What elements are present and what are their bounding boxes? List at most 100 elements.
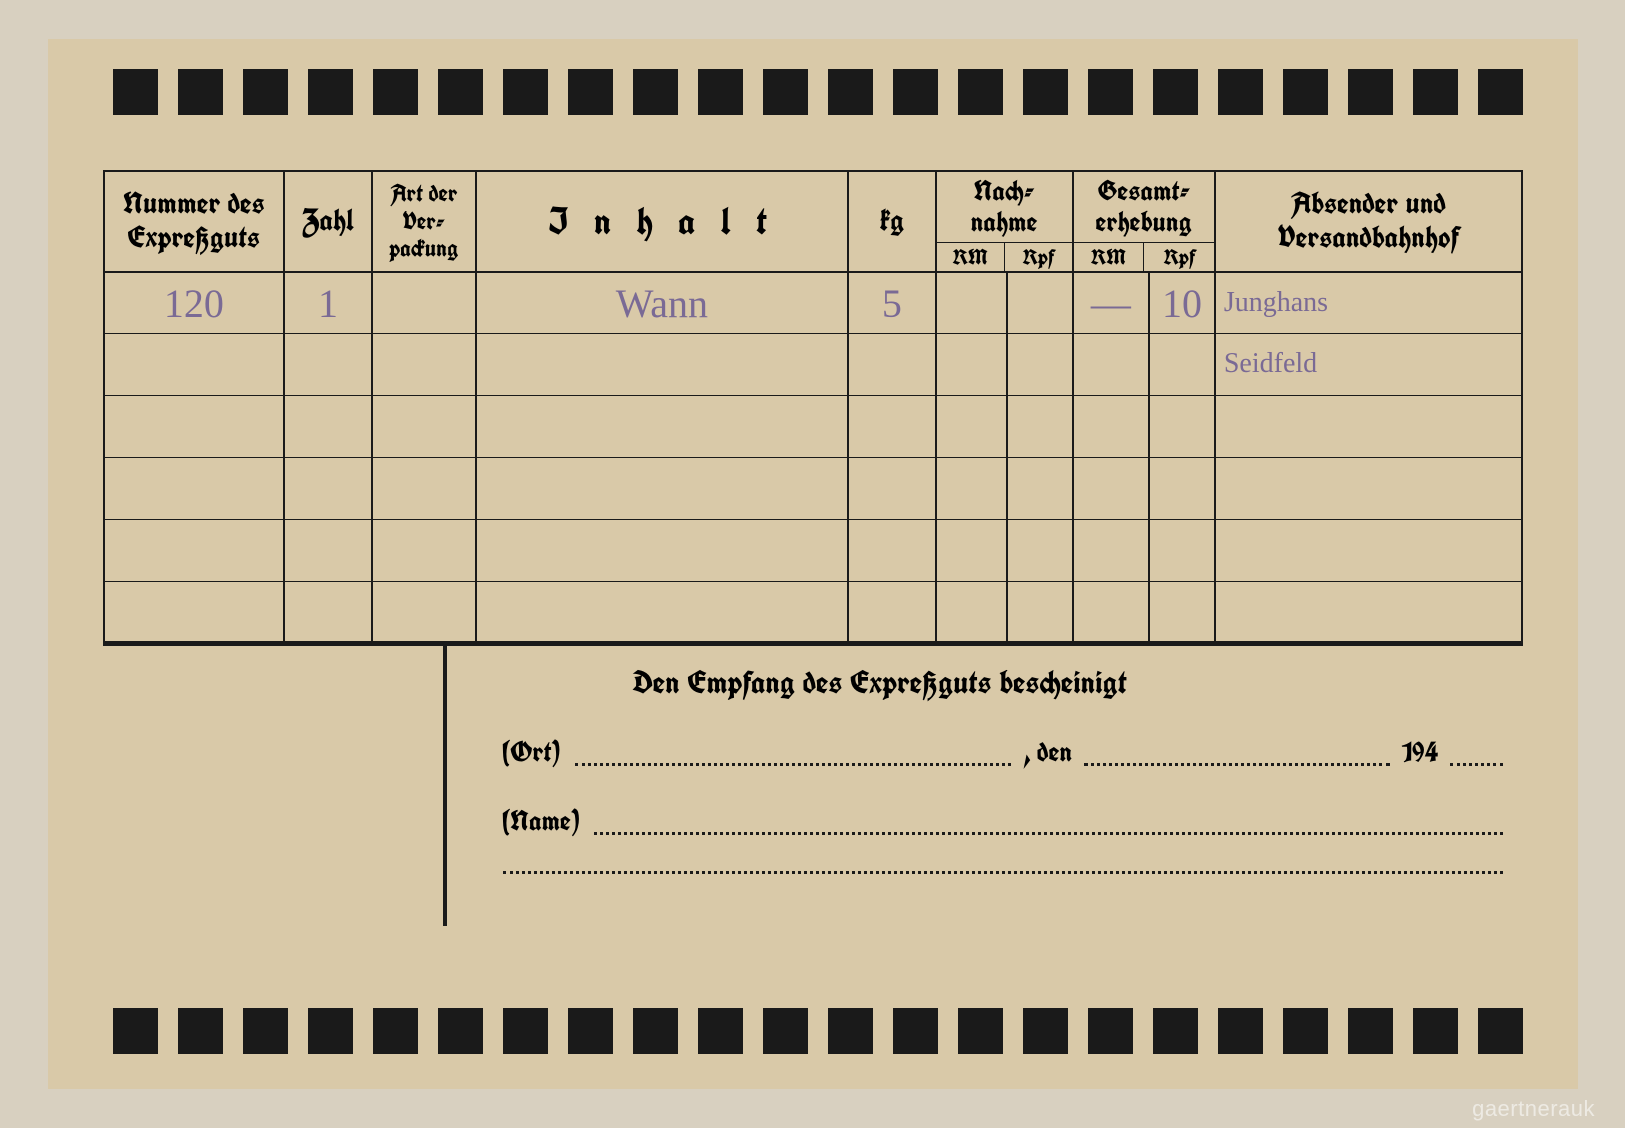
table-row: 1201 Wann5 —10Junghans xyxy=(104,272,1522,334)
cell-inhalt[interactable]: Wann xyxy=(476,272,848,334)
date-field[interactable] xyxy=(1084,763,1390,766)
cell-ges_rm[interactable] xyxy=(1073,520,1150,582)
cell-ges_rpf[interactable]: 10 xyxy=(1149,272,1215,334)
decorative-square xyxy=(893,69,938,115)
table-row xyxy=(104,396,1522,458)
cell-art[interactable] xyxy=(372,520,476,582)
decorative-square xyxy=(1218,69,1263,115)
cell-zahl[interactable] xyxy=(284,396,372,458)
cell-kg[interactable]: 5 xyxy=(848,272,936,334)
year-prefix: 194 xyxy=(1390,733,1450,770)
cell-art[interactable] xyxy=(372,334,476,396)
table-row xyxy=(104,458,1522,520)
header-gesamt: Gesamt= erhebung RMRpf xyxy=(1073,171,1215,272)
decorative-square xyxy=(568,1008,613,1054)
table-row xyxy=(104,520,1522,582)
decorative-square xyxy=(243,1008,288,1054)
cell-kg[interactable] xyxy=(848,334,936,396)
header-inhalt: I n h a l t xyxy=(476,171,848,272)
cell-kg[interactable] xyxy=(848,396,936,458)
decorative-square xyxy=(1153,69,1198,115)
cell-ges_rpf[interactable] xyxy=(1149,520,1215,582)
cell-nach_rm[interactable] xyxy=(936,272,1007,334)
cell-zahl[interactable]: 1 xyxy=(284,272,372,334)
decorative-square xyxy=(763,1008,808,1054)
cell-nach_rm[interactable] xyxy=(936,334,1007,396)
decorative-square xyxy=(698,69,743,115)
cell-nummer[interactable] xyxy=(104,334,285,396)
cell-zahl[interactable] xyxy=(284,582,372,644)
top-squares-row xyxy=(103,69,1523,115)
cell-ges_rm[interactable] xyxy=(1073,582,1150,644)
decorative-square xyxy=(1348,1008,1393,1054)
decorative-square xyxy=(568,69,613,115)
vertical-divider xyxy=(443,646,447,926)
cell-nach_rpf[interactable] xyxy=(1007,458,1073,520)
cell-nach_rm[interactable] xyxy=(936,458,1007,520)
cell-nummer[interactable] xyxy=(104,396,285,458)
receipt-area: Den Empfang des Expreßguts bescheinigt (… xyxy=(103,646,1523,936)
decorative-square xyxy=(763,69,808,115)
name-field[interactable] xyxy=(594,832,1502,835)
cell-nummer[interactable]: 120 xyxy=(104,272,285,334)
cell-inhalt[interactable] xyxy=(476,520,848,582)
decorative-square xyxy=(698,1008,743,1054)
blank-field[interactable] xyxy=(503,871,1503,874)
cell-absender[interactable] xyxy=(1215,520,1522,582)
cell-nach_rm[interactable] xyxy=(936,396,1007,458)
cell-nach_rm[interactable] xyxy=(936,582,1007,644)
den-label: , den xyxy=(1011,733,1084,770)
year-field[interactable] xyxy=(1450,763,1502,766)
cell-ges_rpf[interactable] xyxy=(1149,458,1215,520)
cell-nach_rpf[interactable] xyxy=(1007,272,1073,334)
decorative-square xyxy=(633,69,678,115)
cell-nach_rpf[interactable] xyxy=(1007,520,1073,582)
decorative-square xyxy=(503,69,548,115)
cell-absender[interactable]: Junghans xyxy=(1215,272,1522,334)
cell-inhalt[interactable] xyxy=(476,458,848,520)
express-table: Nummer des Expreßguts Zahl Art der Ver= … xyxy=(103,170,1523,646)
cell-nach_rpf[interactable] xyxy=(1007,582,1073,644)
cell-ges_rpf[interactable] xyxy=(1149,582,1215,644)
cell-kg[interactable] xyxy=(848,582,936,644)
cell-nach_rm[interactable] xyxy=(936,520,1007,582)
bottom-squares-row xyxy=(103,1008,1523,1054)
cell-art[interactable] xyxy=(372,396,476,458)
decorative-square xyxy=(1283,1008,1328,1054)
cell-nummer[interactable] xyxy=(104,520,285,582)
cell-zahl[interactable] xyxy=(284,458,372,520)
cell-zahl[interactable] xyxy=(284,334,372,396)
cell-absender[interactable] xyxy=(1215,458,1522,520)
cell-absender[interactable]: Seidfeld xyxy=(1215,334,1522,396)
table-row xyxy=(104,582,1522,644)
cell-ges_rpf[interactable] xyxy=(1149,396,1215,458)
decorative-square xyxy=(438,69,483,115)
cell-art[interactable] xyxy=(372,458,476,520)
cell-inhalt[interactable] xyxy=(476,396,848,458)
name-line: (Name) xyxy=(503,802,1503,839)
header-absender: Absender und Versandbahnhof xyxy=(1215,171,1522,272)
ort-field[interactable] xyxy=(575,763,1012,766)
cell-ges_rm[interactable]: — xyxy=(1073,272,1150,334)
cell-kg[interactable] xyxy=(848,458,936,520)
cell-absender[interactable] xyxy=(1215,396,1522,458)
cell-art[interactable] xyxy=(372,582,476,644)
cell-inhalt[interactable] xyxy=(476,334,848,396)
cell-kg[interactable] xyxy=(848,520,936,582)
cell-nummer[interactable] xyxy=(104,458,285,520)
decorative-square xyxy=(438,1008,483,1054)
cell-inhalt[interactable] xyxy=(476,582,848,644)
cell-zahl[interactable] xyxy=(284,520,372,582)
cell-nach_rpf[interactable] xyxy=(1007,396,1073,458)
decorative-square xyxy=(1153,1008,1198,1054)
cell-ges_rm[interactable] xyxy=(1073,396,1150,458)
cell-absender[interactable] xyxy=(1215,582,1522,644)
cell-nummer[interactable] xyxy=(104,582,285,644)
cell-art[interactable] xyxy=(372,272,476,334)
table-area: Nummer des Expreßguts Zahl Art der Ver= … xyxy=(103,170,1523,646)
cell-nach_rpf[interactable] xyxy=(1007,334,1073,396)
cell-ges_rm[interactable] xyxy=(1073,334,1150,396)
cell-ges_rm[interactable] xyxy=(1073,458,1150,520)
decorative-square xyxy=(1218,1008,1263,1054)
cell-ges_rpf[interactable] xyxy=(1149,334,1215,396)
